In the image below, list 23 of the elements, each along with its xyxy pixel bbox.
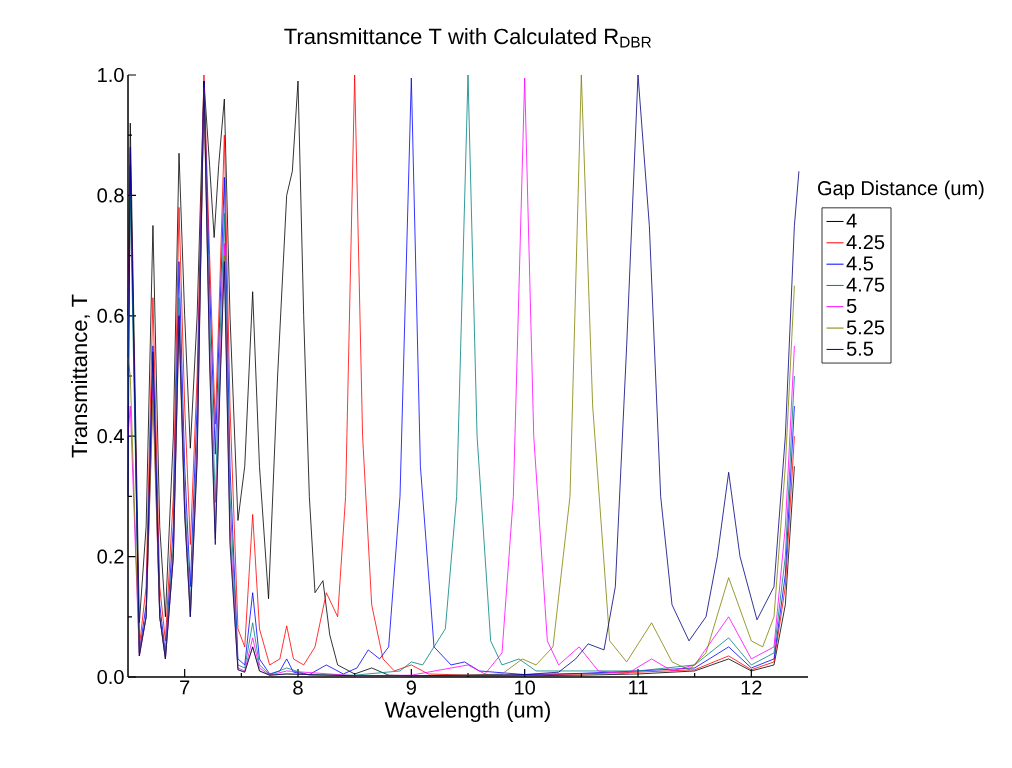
y-tick-label: 0.0 [97,669,124,685]
legend-label: 5.25 [846,320,885,335]
y-axis-title: Transmittance, T [71,294,90,458]
x-tick-label: 12 [741,680,762,695]
x-tick-label: 8 [293,680,303,695]
x-axis-title: Wavelength (um) [384,701,550,723]
x-tick-label: 11 [629,680,648,695]
y-tick-label: 0.2 [97,549,124,564]
legend-label: 5 [846,299,857,314]
legend-label: 4.25 [846,235,885,250]
y-tick-label: 0.8 [97,188,124,203]
x-tick-label: 7 [180,680,190,695]
chart-title: Transmittance T with Calculated R$_{DBR}$ [284,28,651,48]
legend-title: Gap Distance (um) [818,180,984,200]
legend-label: 4 [846,213,857,228]
y-tick-label: 1.0 [98,67,124,83]
x-tick-label: 10 [515,680,535,695]
legend-label: 4.5 [846,256,874,271]
y-tick-label: 0.4 [97,429,124,444]
legend-label: 5.5 [846,341,874,356]
y-tick-label: 0.6 [97,308,124,323]
legend-label: 4.75 [846,277,885,292]
x-tick-label: 9 [406,680,416,695]
